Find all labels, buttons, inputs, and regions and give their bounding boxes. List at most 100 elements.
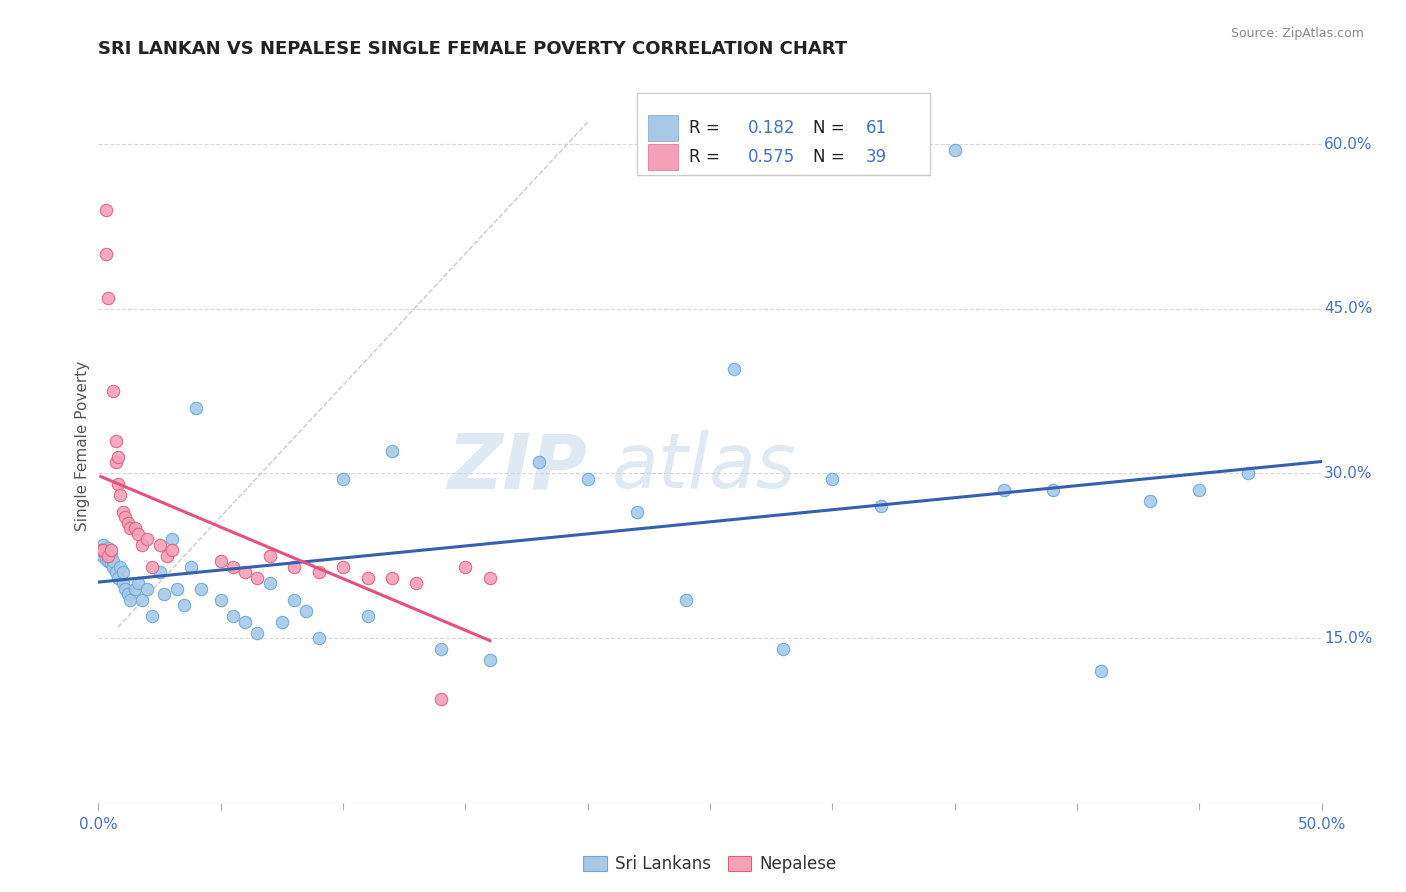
Point <box>308 631 330 645</box>
Point <box>114 510 136 524</box>
Point <box>308 566 330 580</box>
Point <box>209 592 232 607</box>
Point <box>190 582 212 596</box>
Point <box>246 625 269 640</box>
Point <box>100 557 122 571</box>
Point <box>114 582 136 596</box>
Point <box>454 559 477 574</box>
Point <box>136 533 159 547</box>
Point <box>124 582 146 596</box>
Point <box>107 571 129 585</box>
Point <box>91 543 114 558</box>
Point <box>430 642 453 657</box>
Point <box>101 554 124 568</box>
Point <box>270 615 294 629</box>
Point <box>117 516 139 530</box>
Point <box>1139 494 1161 508</box>
Point <box>259 576 281 591</box>
Point <box>821 472 844 486</box>
Point <box>127 526 149 541</box>
Point <box>131 592 153 607</box>
Text: R =: R = <box>689 119 725 137</box>
Point <box>120 592 142 607</box>
Point <box>160 543 183 558</box>
Text: 30.0%: 30.0% <box>1324 466 1372 481</box>
Point <box>107 450 129 464</box>
Point <box>209 554 232 568</box>
FancyBboxPatch shape <box>648 115 678 141</box>
Point <box>90 543 112 558</box>
Point <box>626 505 648 519</box>
Point <box>246 571 269 585</box>
Point <box>527 455 550 469</box>
Point <box>101 384 124 398</box>
Point <box>97 554 120 568</box>
Point <box>131 538 153 552</box>
Point <box>233 566 256 580</box>
Point <box>222 609 245 624</box>
Point <box>111 576 134 591</box>
Text: 45.0%: 45.0% <box>1324 301 1372 317</box>
Point <box>104 455 127 469</box>
Point <box>141 559 163 574</box>
Point <box>153 587 176 601</box>
Point <box>94 202 117 217</box>
Text: Source: ZipAtlas.com: Source: ZipAtlas.com <box>1230 27 1364 40</box>
Point <box>356 609 378 624</box>
Point <box>100 549 122 563</box>
Point <box>94 545 117 559</box>
Point <box>97 291 120 305</box>
Y-axis label: Single Female Poverty: Single Female Poverty <box>75 361 90 531</box>
Text: 0.575: 0.575 <box>748 148 796 166</box>
Point <box>94 247 117 261</box>
Point <box>104 566 127 580</box>
Text: 0.182: 0.182 <box>748 119 796 137</box>
Point <box>156 549 179 563</box>
Point <box>100 543 122 558</box>
Point <box>180 559 202 574</box>
Point <box>97 549 120 563</box>
Text: N =: N = <box>813 119 849 137</box>
Point <box>111 505 134 519</box>
Point <box>405 576 427 591</box>
Point <box>332 472 354 486</box>
Point <box>110 559 132 574</box>
Point <box>943 143 966 157</box>
Text: 61: 61 <box>866 119 887 137</box>
Text: 39: 39 <box>866 148 887 166</box>
Point <box>576 472 599 486</box>
Point <box>332 559 354 574</box>
FancyBboxPatch shape <box>648 144 678 169</box>
Point <box>160 533 183 547</box>
Point <box>107 477 129 491</box>
Point <box>90 543 112 558</box>
Point <box>124 521 146 535</box>
Point <box>283 592 305 607</box>
FancyBboxPatch shape <box>637 93 931 175</box>
Point <box>166 582 188 596</box>
Point <box>356 571 378 585</box>
Point <box>141 609 163 624</box>
Point <box>91 538 114 552</box>
Point <box>104 434 127 448</box>
Point <box>222 559 245 574</box>
Point <box>1042 483 1064 497</box>
Text: atlas: atlas <box>612 431 797 504</box>
Legend: Sri Lankans, Nepalese: Sri Lankans, Nepalese <box>576 849 844 880</box>
Point <box>870 500 893 514</box>
Point <box>120 521 142 535</box>
Point <box>233 615 256 629</box>
Point <box>97 541 120 555</box>
Point <box>111 566 134 580</box>
Point <box>94 552 117 566</box>
Point <box>149 566 172 580</box>
Point <box>259 549 281 563</box>
Point <box>478 571 501 585</box>
Point <box>283 559 305 574</box>
Point <box>381 444 404 458</box>
Point <box>101 559 124 574</box>
Point <box>478 653 501 667</box>
Point <box>381 571 404 585</box>
Point <box>1090 664 1112 678</box>
Point <box>110 488 132 502</box>
